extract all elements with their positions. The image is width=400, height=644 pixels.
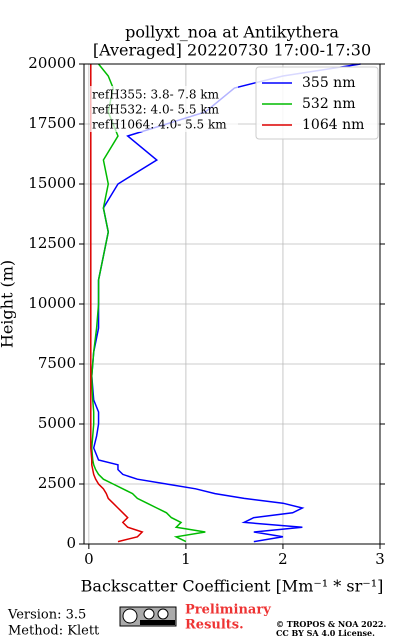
y-tick-label: 15000 [28,174,76,192]
x-tick-label: 3 [375,550,385,568]
x-tick-label: 2 [278,550,288,568]
legend: 355 nm 532 nm 1064 nm [262,75,364,133]
y-tick-label: 7500 [38,354,76,372]
plot [90,63,361,543]
copyright: © TROPOS & NOA 2022. [276,619,386,629]
y-tick-label: 5000 [38,414,76,432]
grid: 0 1 2 3 0 2500 5000 7500 10000 12500 15000 17500 200… [28,54,385,568]
legend-box [255,66,379,140]
profile-line [90,64,144,543]
method: Method: Klett [8,624,100,639]
x-tick-label: 0 [84,550,94,568]
y-tick-label: 12500 [28,234,76,252]
legend-label: 355 nm [302,75,355,91]
y-tick-label: 10000 [28,294,76,312]
cc-icon [119,606,177,627]
y-axis-label: Height (m) [0,260,17,348]
license: CC BY SA 4.0 License. [276,628,375,638]
annotation: refH532: 4.0- 5.5 km [92,103,220,117]
legend-label: 1064 nm [302,117,364,133]
version: Version: 3.5 [7,608,86,623]
profile-line [91,63,361,543]
annotation: refH355: 3.8- 7.8 km [92,88,220,102]
y-tick-label: 0 [66,534,76,552]
annotation: refH1064: 4.0- 5.5 km [92,118,227,132]
x-axis-label: Backscatter Coefficient [Mm⁻¹ * sr⁻¹] [81,577,384,596]
legend-label: 532 nm [302,96,355,112]
chart-title: [Averaged] 20220730 17:00-17:30 [93,41,371,60]
profile-line [91,63,206,543]
y-tick-label: 20000 [28,54,76,72]
chart-title: pollyxt_noa at Antikythera [125,23,339,42]
status: Results. [185,618,244,633]
y-tick-label: 17500 [28,114,76,132]
y-tick-label: 2500 [38,474,76,492]
x-tick-label: 1 [181,550,191,568]
status: Preliminary [185,603,271,618]
axes-frame [83,63,381,545]
annotation-box [90,86,238,132]
